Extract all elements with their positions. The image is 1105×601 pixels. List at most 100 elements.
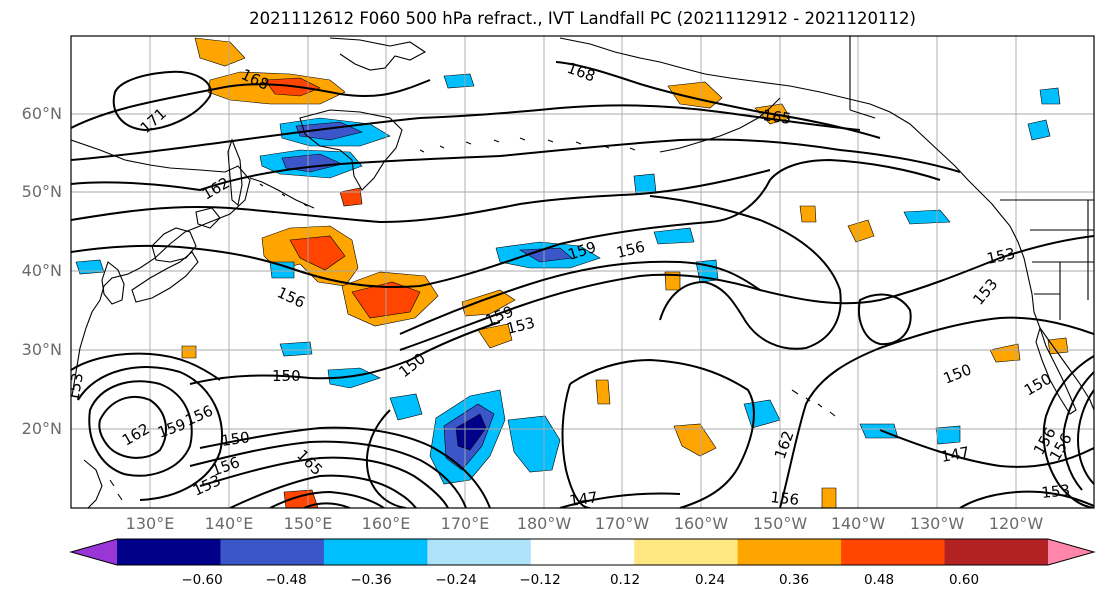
colorbar-swatch bbox=[427, 539, 532, 565]
negative-anomaly-area bbox=[1039, 87, 1061, 105]
negative-anomaly-area bbox=[269, 261, 295, 279]
colorbar-tick-label: 0.12 bbox=[609, 572, 641, 588]
colorbar-tick-label: −0.12 bbox=[519, 572, 561, 588]
positive-anomaly-area bbox=[339, 187, 363, 207]
height-contours bbox=[71, 61, 1094, 508]
lon-tick-label: 130°W bbox=[909, 514, 965, 533]
us-state-borders bbox=[1030, 200, 1094, 320]
contour-168 bbox=[71, 79, 431, 129]
colorbar-tick-label: −0.24 bbox=[435, 572, 477, 588]
japan-coastline bbox=[131, 251, 199, 303]
coastlines bbox=[71, 36, 1094, 508]
colorbar-swatch bbox=[71, 539, 117, 565]
colorbar-swatch bbox=[117, 539, 221, 565]
positive-anomaly-area bbox=[181, 345, 197, 359]
contour-162 bbox=[98, 395, 167, 459]
positive-anomaly-area bbox=[477, 323, 513, 349]
contour-153 bbox=[858, 293, 912, 346]
negative-anomaly-area bbox=[75, 259, 105, 275]
negative-anomaly-area bbox=[443, 73, 475, 89]
contour-150 bbox=[365, 409, 407, 508]
contour-150 bbox=[189, 321, 501, 385]
asia-coastline bbox=[71, 139, 251, 397]
negative-anomaly-area bbox=[507, 415, 561, 473]
korea-coastline bbox=[101, 261, 125, 305]
contour-156 bbox=[71, 158, 941, 289]
colorbar bbox=[69, 538, 1096, 566]
contour-168 bbox=[555, 61, 881, 139]
map-title: 2021112612 F060 500 hPa refract., IVT La… bbox=[249, 9, 916, 28]
positive-anomaly-area bbox=[821, 487, 837, 508]
colorbar-tick-label: 0.24 bbox=[694, 572, 726, 588]
alaska-peninsula bbox=[659, 97, 781, 153]
contour-150 bbox=[569, 358, 755, 508]
contour-147 bbox=[559, 492, 681, 508]
positive-anomaly-area bbox=[673, 423, 717, 457]
lat-tick-label: 40°N bbox=[21, 261, 62, 280]
contour-150 bbox=[779, 316, 1094, 508]
lon-tick-label: 150°W bbox=[752, 514, 808, 533]
lon-tick-label: 150°E bbox=[283, 514, 333, 533]
negative-anomaly-area bbox=[903, 209, 951, 225]
positive-anomaly-area bbox=[1047, 337, 1069, 355]
colorbar-swatch bbox=[841, 539, 946, 565]
contour-153 bbox=[189, 440, 467, 508]
contour-162 bbox=[269, 490, 385, 508]
contour-label: 150 bbox=[220, 428, 251, 450]
colorbar-tick-label: −0.36 bbox=[350, 572, 392, 588]
contour-label: 147 bbox=[568, 488, 599, 510]
positive-anomaly-area bbox=[461, 289, 516, 317]
contour-label: 153 bbox=[1041, 481, 1071, 502]
contour-label: 153 bbox=[985, 244, 1017, 268]
colorbar-frame bbox=[69, 538, 1096, 566]
colorbar-tick-label: −0.60 bbox=[181, 572, 223, 588]
lon-tick-label: 180°W bbox=[516, 514, 572, 533]
colorbar-tick-label: −0.48 bbox=[265, 572, 307, 588]
positive-anomaly-area bbox=[989, 343, 1021, 363]
contour-159 bbox=[88, 380, 193, 477]
contour-156 bbox=[77, 366, 224, 501]
contour-153 bbox=[71, 352, 221, 381]
sakhalin-coastline bbox=[227, 138, 243, 207]
contour-159 bbox=[1076, 389, 1094, 485]
aleutian-islands bbox=[419, 137, 636, 153]
kamchatka-coastline bbox=[299, 109, 403, 191]
lon-tick-label: 170°E bbox=[440, 514, 490, 533]
colorbar-swatch bbox=[220, 539, 325, 565]
colorbar-swatch bbox=[944, 539, 1049, 565]
alaska-coastline bbox=[559, 37, 1001, 215]
colorbar-tick-label: 0.60 bbox=[948, 572, 980, 588]
contour-label: 147 bbox=[940, 443, 971, 466]
contour-150 bbox=[199, 426, 491, 508]
lon-tick-label: 170°W bbox=[594, 514, 650, 533]
contour-159 bbox=[71, 169, 771, 224]
positive-anomaly-area bbox=[799, 205, 817, 223]
contour-159 bbox=[229, 474, 417, 508]
lat-tick-label: 50°N bbox=[21, 182, 62, 201]
contour-label: 150 bbox=[272, 367, 301, 385]
negative-anomaly-area bbox=[389, 393, 423, 421]
baja-california bbox=[1035, 326, 1077, 415]
colorbar-swatch bbox=[1048, 539, 1094, 565]
lat-tick-label: 60°N bbox=[21, 104, 62, 123]
positive-anomaly-area bbox=[194, 37, 246, 67]
lat-tick-label: 20°N bbox=[21, 419, 62, 438]
lon-tick-label: 140°E bbox=[204, 514, 254, 533]
chukotka-coastline bbox=[329, 37, 427, 71]
colorbar-swatch bbox=[530, 539, 635, 565]
negative-anomaly-area bbox=[653, 227, 695, 245]
contour-156 bbox=[1062, 371, 1094, 491]
colorbar-swatch bbox=[323, 539, 428, 565]
contour-156 bbox=[649, 195, 842, 350]
hokkaido-coastline bbox=[195, 207, 221, 229]
contour-165 bbox=[303, 502, 351, 508]
positive-anomaly-area bbox=[847, 219, 875, 243]
positive-anomaly-area bbox=[289, 235, 346, 271]
contour-153 bbox=[959, 490, 1094, 508]
contour-label: 153 bbox=[64, 371, 87, 402]
colorbar-tick-label: 0.36 bbox=[778, 572, 810, 588]
colorbar-swatch bbox=[634, 539, 739, 565]
lon-tick-label: 160°W bbox=[673, 514, 729, 533]
contour-162 bbox=[71, 138, 961, 192]
